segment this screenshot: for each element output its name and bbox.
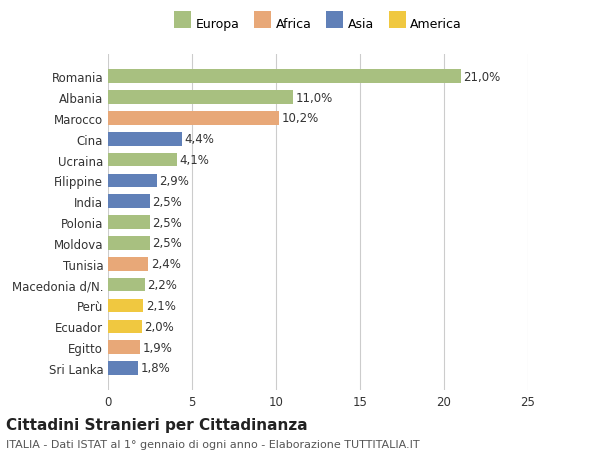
Text: 10,2%: 10,2% [282, 112, 319, 125]
Bar [108, 299, 143, 313]
Bar [108, 91, 293, 105]
Text: 4,1%: 4,1% [179, 154, 209, 167]
Text: 2,5%: 2,5% [152, 216, 182, 229]
Text: 2,5%: 2,5% [152, 196, 182, 208]
Text: 4,4%: 4,4% [184, 133, 214, 146]
Bar [108, 133, 182, 146]
Bar [108, 278, 145, 292]
Text: 2,4%: 2,4% [151, 257, 181, 271]
Text: 2,2%: 2,2% [148, 279, 178, 291]
Bar [108, 320, 142, 333]
Bar [108, 153, 177, 167]
Text: Cittadini Stranieri per Cittadinanza: Cittadini Stranieri per Cittadinanza [6, 417, 308, 432]
Bar [108, 216, 150, 230]
Text: 2,5%: 2,5% [152, 237, 182, 250]
Bar [108, 195, 150, 208]
Text: 1,9%: 1,9% [142, 341, 172, 354]
Bar [108, 237, 150, 250]
Bar [108, 257, 148, 271]
Text: 11,0%: 11,0% [295, 91, 332, 104]
Text: 2,9%: 2,9% [159, 174, 189, 188]
Bar [108, 341, 140, 354]
Text: 1,8%: 1,8% [141, 362, 170, 375]
Text: 2,1%: 2,1% [146, 299, 176, 312]
Text: 2,0%: 2,0% [144, 320, 174, 333]
Text: ITALIA - Dati ISTAT al 1° gennaio di ogni anno - Elaborazione TUTTITALIA.IT: ITALIA - Dati ISTAT al 1° gennaio di ogn… [6, 440, 419, 449]
Text: 21,0%: 21,0% [463, 71, 500, 84]
Legend: Europa, Africa, Asia, America: Europa, Africa, Asia, America [174, 18, 462, 31]
Bar [108, 70, 461, 84]
Bar [108, 174, 157, 188]
Bar [108, 361, 138, 375]
Bar [108, 112, 280, 125]
